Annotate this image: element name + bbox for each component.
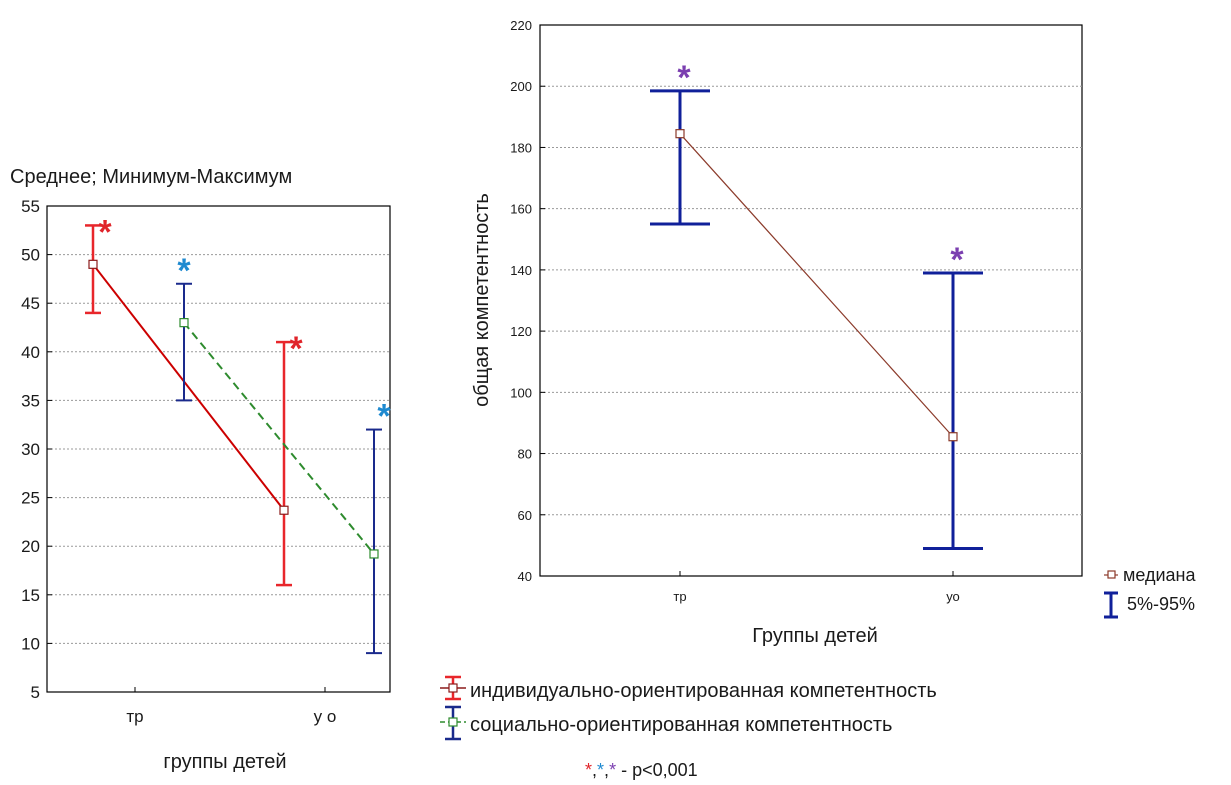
right-y-axis: 40 60 80 100 120 140 160 180 200 220 bbox=[510, 18, 545, 584]
significance-star-blue: * bbox=[597, 760, 604, 780]
mean-point bbox=[369, 549, 379, 559]
y-tick-label: 120 bbox=[510, 324, 532, 339]
significance-text: *,*,* - p<0,001 bbox=[585, 760, 698, 780]
y-tick-label: 200 bbox=[510, 79, 532, 94]
legend-individual-icon bbox=[440, 675, 466, 701]
legend-percentile-icon bbox=[1104, 591, 1118, 619]
left-x-axis: тр у о bbox=[126, 687, 336, 726]
series-individual: ** bbox=[85, 213, 303, 587]
mean-point bbox=[279, 505, 289, 515]
y-tick-label: 15 bbox=[21, 586, 40, 605]
significance-marker: * bbox=[677, 59, 691, 97]
significance-star-purple: * bbox=[609, 760, 616, 780]
legend-social-label: социально-ориентированная компетентность bbox=[470, 714, 892, 736]
significance-marker: * bbox=[289, 330, 303, 368]
left-gridlines bbox=[47, 254, 390, 644]
mean-point bbox=[88, 259, 98, 269]
mean-line bbox=[92, 263, 285, 511]
y-tick-label: 30 bbox=[21, 440, 40, 459]
right-x-axis-label: Группы детей bbox=[752, 625, 878, 647]
legend-median-label: медиана bbox=[1123, 565, 1196, 585]
series-social: ** bbox=[176, 252, 391, 655]
y-tick-label: 100 bbox=[510, 385, 532, 400]
significance-label: - p<0,001 bbox=[616, 760, 698, 780]
y-tick-label: 220 bbox=[510, 18, 532, 33]
mean-point bbox=[179, 318, 189, 328]
legend-individual-label: индивидуально-ориентированная компетентн… bbox=[470, 680, 937, 702]
legend-social-icon bbox=[440, 705, 466, 741]
x-tick-label: у о bbox=[314, 707, 337, 726]
y-tick-label: 160 bbox=[510, 202, 532, 217]
y-tick-label: 140 bbox=[510, 263, 532, 278]
significance-star-red: * bbox=[585, 760, 592, 780]
right-legend: медиана 5%-95% bbox=[1104, 565, 1196, 619]
significance-marker: * bbox=[98, 213, 112, 251]
left-chart: Среднее; Минимум-Максимум 5 10 15 20 25 30 35 4… bbox=[10, 166, 391, 773]
median-point bbox=[948, 432, 958, 442]
median-line bbox=[679, 133, 954, 438]
y-tick-label: 80 bbox=[518, 447, 532, 462]
left-y-axis: 5 10 15 20 25 30 35 40 45 50 55 bbox=[21, 197, 52, 702]
left-x-axis-label: группы детей bbox=[163, 751, 286, 773]
y-tick-label: 180 bbox=[510, 140, 532, 155]
x-tick-label: тр bbox=[126, 707, 143, 726]
mean-line bbox=[183, 322, 375, 555]
legend-percentile-label: 5%-95% bbox=[1127, 594, 1195, 614]
significance-marker: * bbox=[177, 252, 191, 290]
y-tick-label: 55 bbox=[21, 197, 40, 216]
series-median: ** bbox=[650, 59, 983, 550]
x-tick-label: тр bbox=[673, 589, 686, 604]
y-tick-label: 40 bbox=[21, 343, 40, 362]
significance-note: *,*,* - p<0,001 bbox=[585, 760, 698, 780]
y-tick-label: 60 bbox=[518, 508, 532, 523]
x-tick-label: уо bbox=[946, 589, 960, 604]
left-chart-title: Среднее; Минимум-Максимум bbox=[10, 166, 292, 188]
significance-marker: * bbox=[377, 398, 391, 436]
legend-median-marker bbox=[1107, 570, 1116, 579]
right-series: ** bbox=[650, 59, 983, 550]
significance-marker: * bbox=[950, 241, 964, 279]
left-series: **** bbox=[85, 213, 391, 655]
left-plot-frame bbox=[46, 205, 391, 693]
right-x-axis: тр уо bbox=[673, 571, 960, 604]
y-tick-label: 35 bbox=[21, 391, 40, 410]
left-legend: индивидуально-ориентированная компетентн… bbox=[440, 675, 937, 741]
right-plot-frame bbox=[539, 24, 1083, 577]
median-point bbox=[675, 129, 685, 139]
y-tick-label: 5 bbox=[31, 683, 40, 702]
y-tick-label: 40 bbox=[518, 569, 532, 584]
y-tick-label: 20 bbox=[21, 537, 40, 556]
y-tick-label: 50 bbox=[21, 246, 40, 265]
y-tick-label: 45 bbox=[21, 294, 40, 313]
y-tick-label: 25 bbox=[21, 489, 40, 508]
right-y-axis-label: общая компетентность bbox=[471, 193, 493, 407]
y-tick-label: 10 bbox=[21, 634, 40, 653]
